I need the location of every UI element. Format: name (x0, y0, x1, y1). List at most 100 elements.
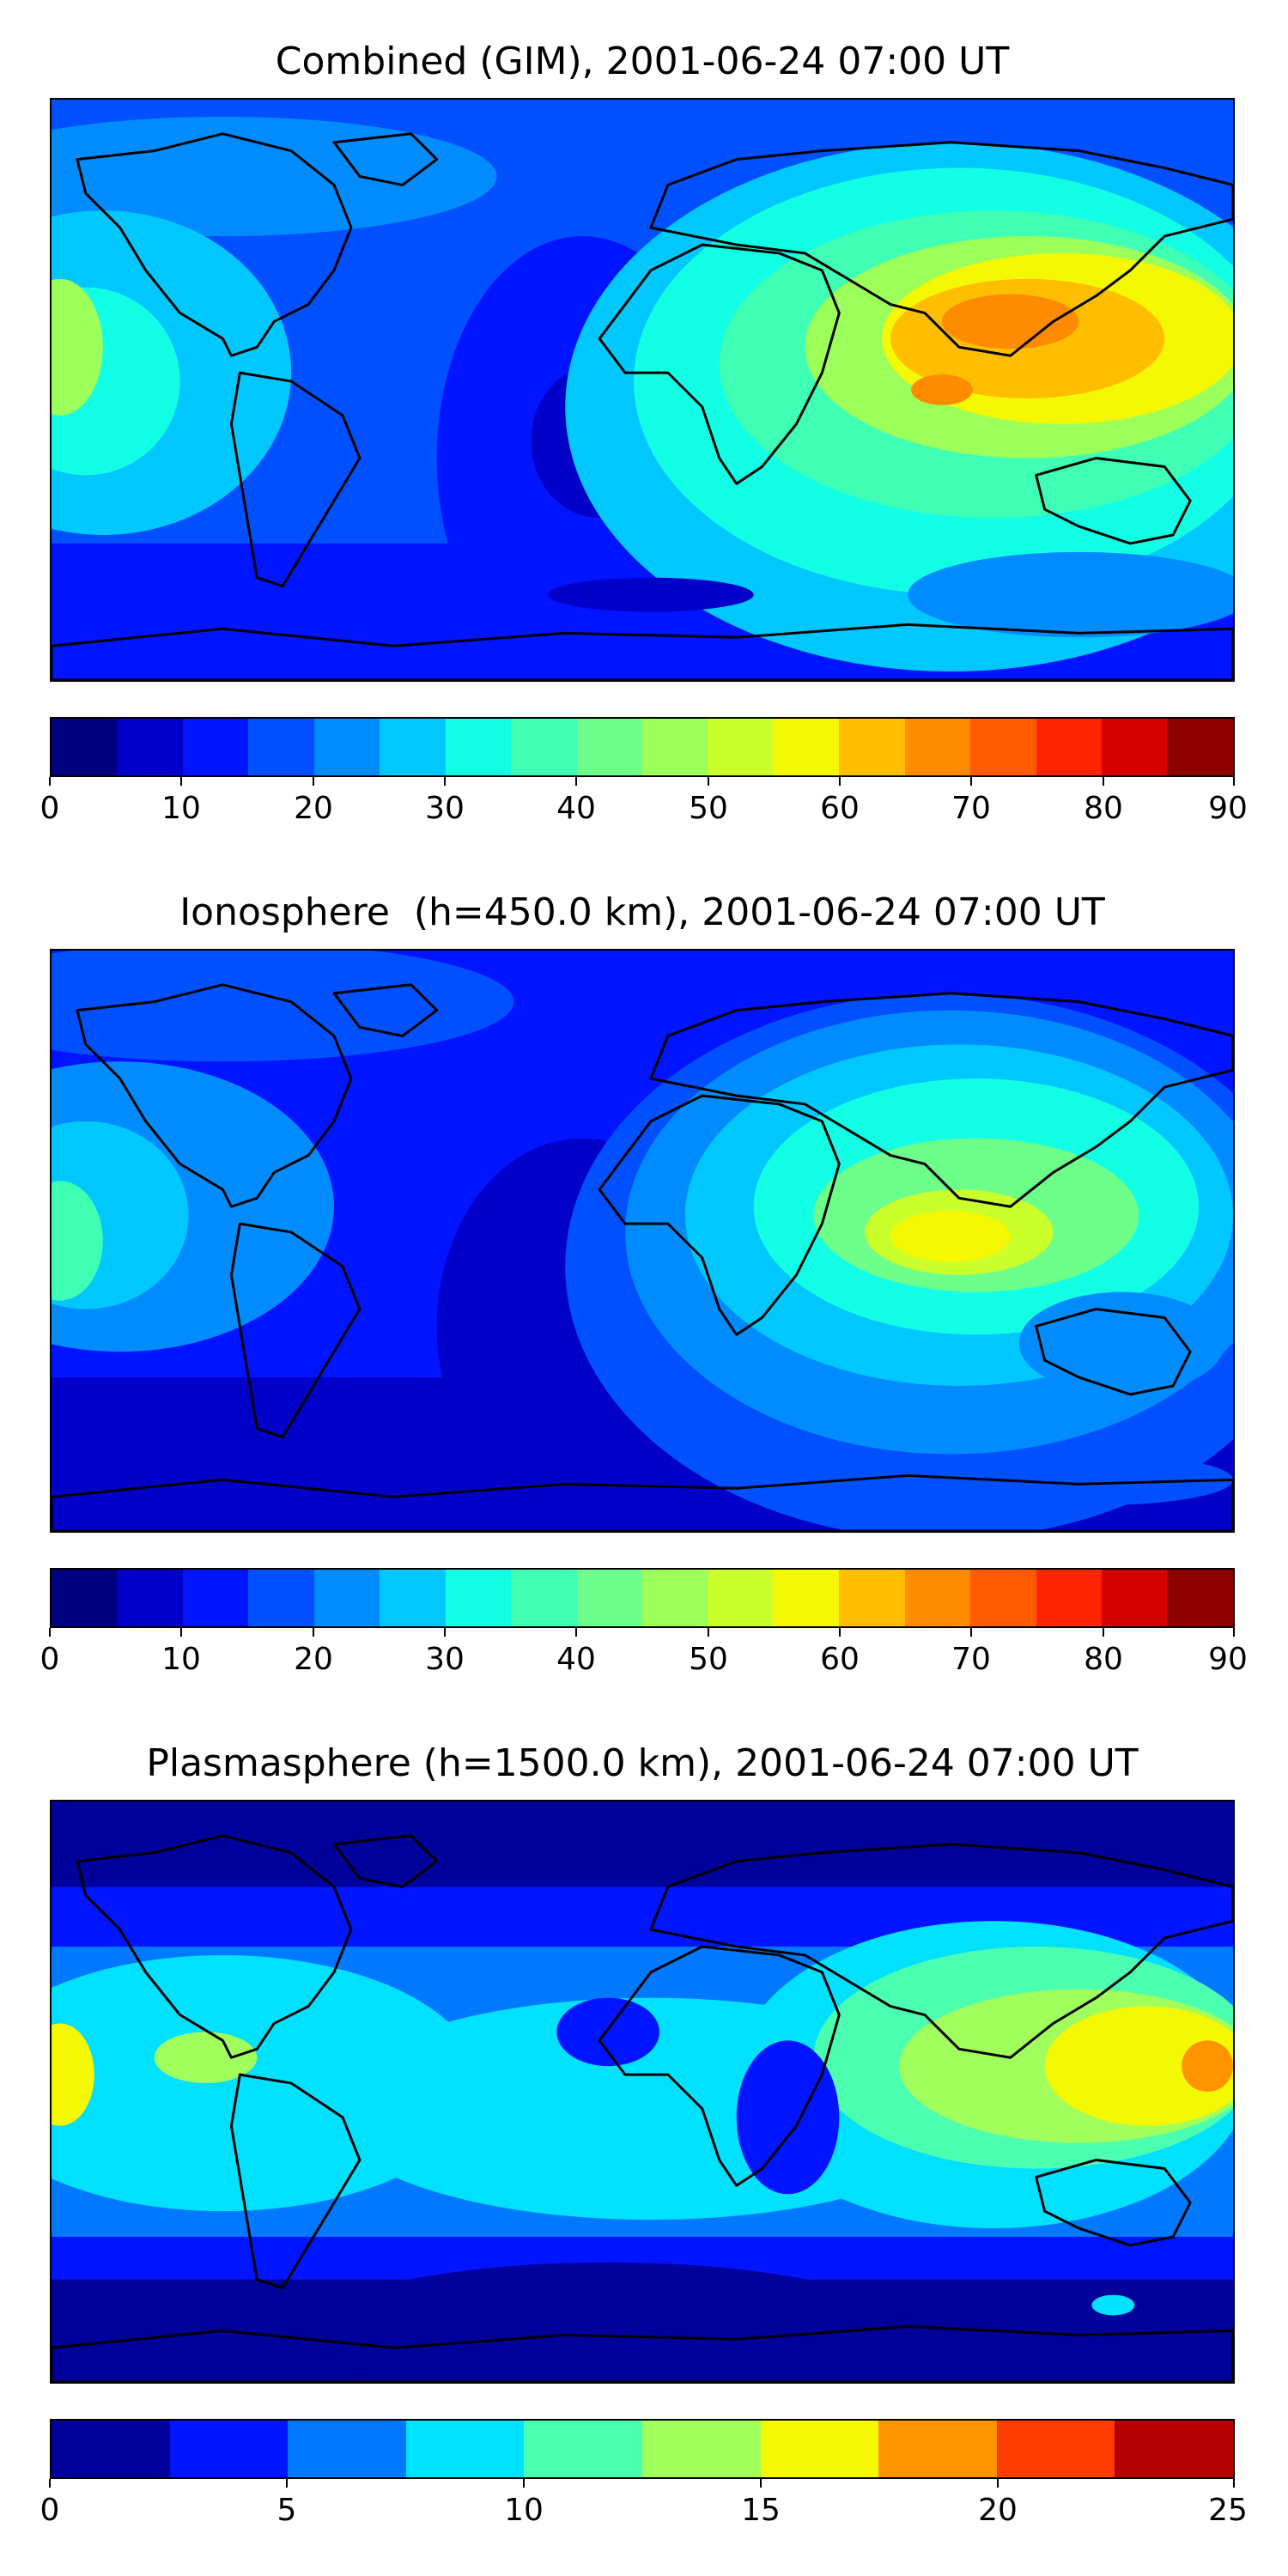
tick-mark (708, 1628, 709, 1637)
map-plasmasphere (50, 1800, 1235, 2384)
tick-label: 10 (504, 2493, 544, 2528)
colorbar-segment (1167, 719, 1233, 775)
tick-mark (997, 2479, 999, 2488)
tick-mark (49, 1628, 51, 1637)
tick-label: 70 (951, 791, 991, 826)
colorbar-segment (641, 719, 708, 775)
colorbar-segment (511, 719, 577, 775)
colorbar-segment (445, 719, 512, 775)
colorbar-segment (1102, 719, 1168, 775)
tick-label: 15 (741, 2493, 781, 2528)
tec-map-plasmasphere (52, 1801, 1233, 2382)
tec-map-ionosphere (52, 951, 1233, 1531)
tick-mark (444, 777, 446, 786)
colorbar-segment (839, 1570, 905, 1626)
tick-mark (708, 777, 709, 786)
tick-label: 0 (39, 2493, 60, 2528)
colorbar-segment (182, 1570, 249, 1626)
colorbar-segment (1036, 719, 1102, 775)
colorbar-segment (878, 2421, 997, 2477)
colorbar-segment (996, 2421, 1115, 2477)
tick-mark (1233, 1628, 1235, 1637)
colorbar-ionosphere (50, 1568, 1235, 1628)
tick-mark (1103, 1628, 1104, 1637)
tick-mark (180, 1628, 182, 1637)
colorbar-segment (970, 1570, 1036, 1626)
colorbar-segment (708, 1570, 774, 1626)
tick-mark (970, 1628, 972, 1637)
colorbar-segment (445, 1570, 512, 1626)
tick-label: 50 (689, 791, 728, 826)
colorbar-segment (380, 1570, 446, 1626)
colorbar-segment (641, 1570, 708, 1626)
panel-title-plasmasphere: Plasmasphere (h=1500.0 km), 2001-06-24 0… (146, 1741, 1139, 1785)
colorbar-combined (50, 717, 1235, 777)
tick-label: 0 (39, 791, 60, 826)
coastlines (52, 132, 1233, 680)
colorbar-segment (52, 719, 118, 775)
tick-label: 5 (276, 2493, 297, 2528)
tick-mark (313, 1628, 314, 1637)
colorbar-segment (117, 1570, 183, 1626)
tick-mark (575, 777, 577, 786)
coastlines (52, 983, 1233, 1531)
colorbar-segment (773, 719, 840, 775)
tick-mark (523, 2479, 525, 2488)
tick-label: 0 (39, 1642, 60, 1677)
colorbar-segment (1036, 1570, 1102, 1626)
colorbar-segment (1115, 2421, 1233, 2477)
colorbar-segment (576, 719, 642, 775)
colorbar-segment (1167, 1570, 1233, 1626)
tick-mark (444, 1628, 446, 1637)
tick-mark (1103, 777, 1104, 786)
colorbar-segment (524, 2421, 642, 2477)
tick-label: 90 (1208, 1642, 1248, 1677)
tick-label: 10 (161, 791, 201, 826)
panel-title-combined: Combined (GIM), 2001-06-24 07:00 UT (275, 39, 1010, 83)
colorbar-segment (904, 1570, 971, 1626)
tick-label: 20 (978, 2493, 1018, 2528)
colorbar-segment (52, 2421, 170, 2477)
coastlines (52, 1834, 1233, 2382)
tick-mark (839, 1628, 841, 1637)
tick-mark (1233, 777, 1235, 786)
tick-label: 90 (1208, 791, 1248, 826)
tick-mark (575, 1628, 577, 1637)
tick-label: 40 (556, 1642, 596, 1677)
colorbar-segment (248, 719, 314, 775)
colorbar-segment (313, 719, 380, 775)
tick-label: 60 (820, 1642, 860, 1677)
colorbar-segment (182, 719, 249, 775)
tick-label: 30 (425, 791, 465, 826)
tick-mark (313, 777, 314, 786)
colorbar-segment (380, 719, 446, 775)
tick-label: 80 (1084, 1642, 1123, 1677)
map-combined-gim (50, 98, 1235, 682)
tick-mark (180, 777, 182, 786)
colorbar-segment (511, 1570, 577, 1626)
tec-map-combined (52, 100, 1233, 680)
tick-label: 25 (1208, 2493, 1248, 2528)
tick-label: 40 (556, 791, 596, 826)
colorbar-segment (248, 1570, 314, 1626)
colorbar-segment (52, 1570, 118, 1626)
colorbar-segment (641, 2421, 761, 2477)
tick-mark (1233, 2479, 1235, 2488)
colorbar-segment (970, 719, 1036, 775)
colorbar-segment (169, 2421, 289, 2477)
tick-mark (839, 777, 841, 786)
tick-mark (286, 2479, 288, 2488)
colorbar-segment (288, 2421, 406, 2477)
tick-label: 70 (951, 1642, 991, 1677)
map-ionosphere (50, 949, 1235, 1533)
colorbar-segment (904, 719, 971, 775)
panel-title-ionosphere: Ionosphere (h=450.0 km), 2001-06-24 07:0… (179, 890, 1105, 934)
colorbar-plasmasphere (50, 2419, 1235, 2479)
colorbar-segment (839, 719, 905, 775)
colorbar-segment (576, 1570, 642, 1626)
tick-label: 10 (161, 1642, 201, 1677)
tick-mark (970, 777, 972, 786)
tick-label: 80 (1084, 791, 1123, 826)
tick-mark (49, 2479, 51, 2488)
tick-label: 60 (820, 791, 860, 826)
